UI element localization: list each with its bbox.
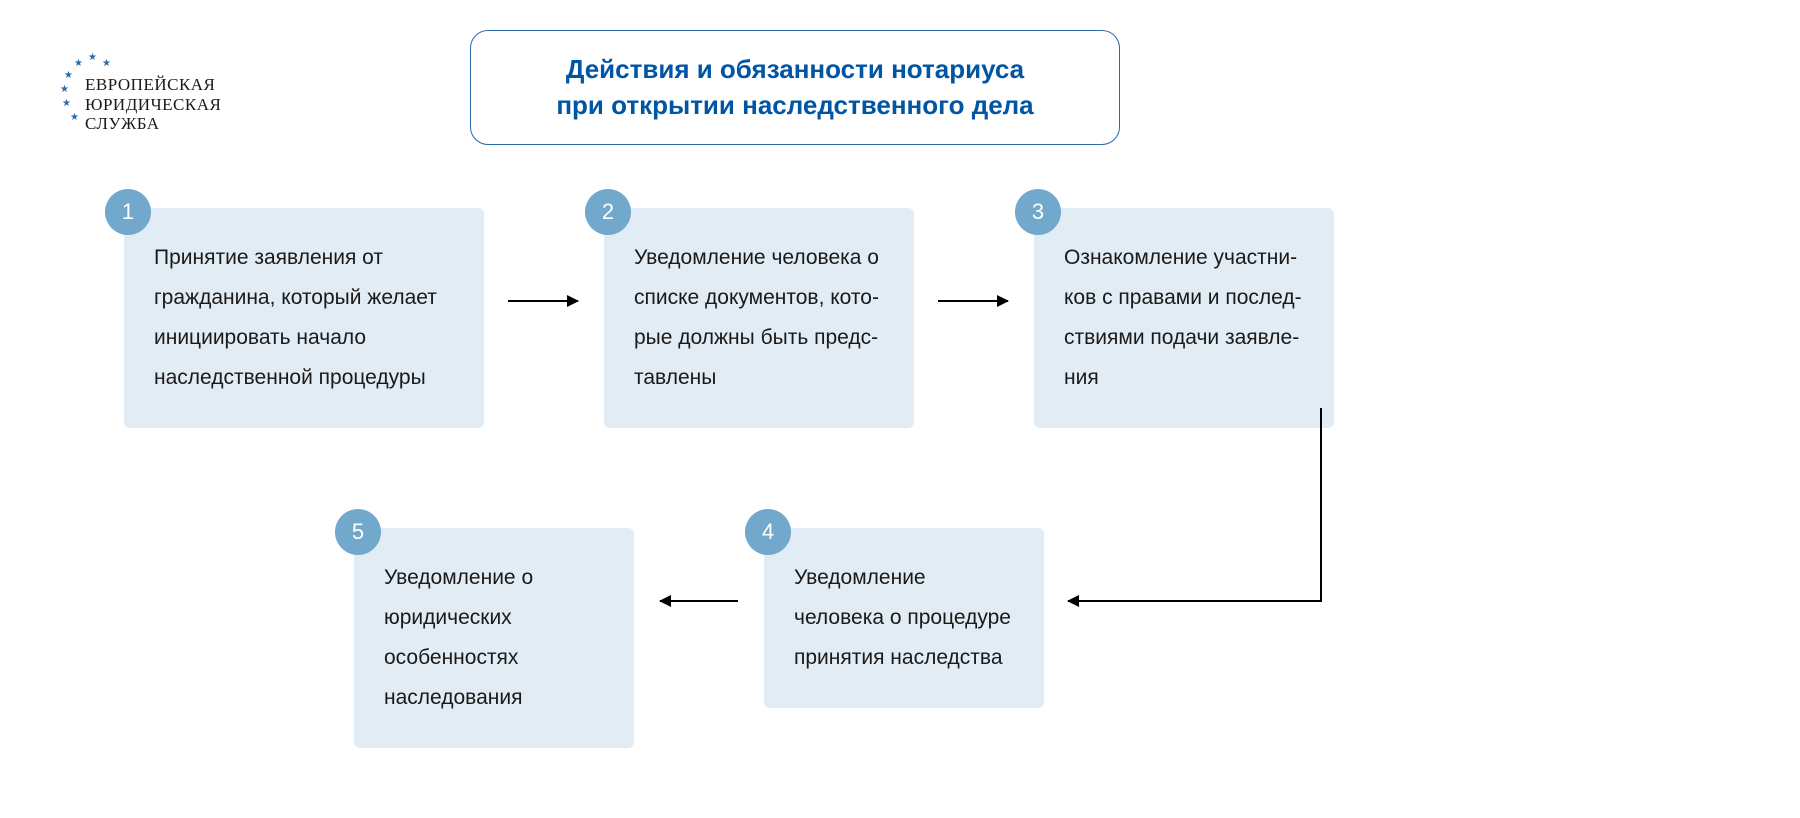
step-badge: 5 (335, 509, 381, 555)
step-box-4: 4Уведомление человека о процедуре принят… (764, 528, 1044, 708)
step-text: Принятие заявления от гражда­нина, котор… (154, 238, 458, 398)
logo-line: ЮРИДИЧЕСКАЯ (85, 95, 221, 115)
step-text: Уведомление человека о списке документов… (634, 238, 888, 398)
connector-vertical (1320, 408, 1322, 600)
title-box: Действия и обязанности нотариуса при отк… (470, 30, 1120, 145)
step-box-5: 5Уведомление о юриди­ческих особенностях… (354, 528, 634, 748)
arrow-icon (938, 300, 1008, 302)
step-text: Ознакомление участни­ков с правами и пос… (1064, 238, 1308, 398)
step-badge: 1 (105, 189, 151, 235)
logo-line: СЛУЖБА (85, 114, 221, 134)
connector-horizontal (1068, 600, 1322, 602)
arrowhead-icon (1067, 595, 1079, 607)
logo-line: ЕВРОПЕЙСКАЯ (85, 75, 221, 95)
title-line: при открытии наследственного дела (556, 90, 1033, 120)
arrow-icon (660, 600, 738, 602)
step-badge: 3 (1015, 189, 1061, 235)
step-badge: 2 (585, 189, 631, 235)
step-badge: 4 (745, 509, 791, 555)
title-text: Действия и обязанности нотариуса при отк… (501, 51, 1089, 124)
step-text: Уведомление человека о процедуре приняти… (794, 558, 1018, 678)
logo-text: ЕВРОПЕЙСКАЯ ЮРИДИЧЕСКАЯ СЛУЖБА (85, 75, 221, 134)
step-box-2: 2Уведомление человека о списке документо… (604, 208, 914, 428)
title-line: Действия и обязанности нотариуса (566, 54, 1024, 84)
step-box-1: 1Принятие заявления от гражда­нина, кото… (124, 208, 484, 428)
arrow-icon (508, 300, 578, 302)
step-box-3: 3Ознакомление участни­ков с правами и по… (1034, 208, 1334, 428)
step-text: Уведомление о юриди­ческих особенностях … (384, 558, 608, 718)
